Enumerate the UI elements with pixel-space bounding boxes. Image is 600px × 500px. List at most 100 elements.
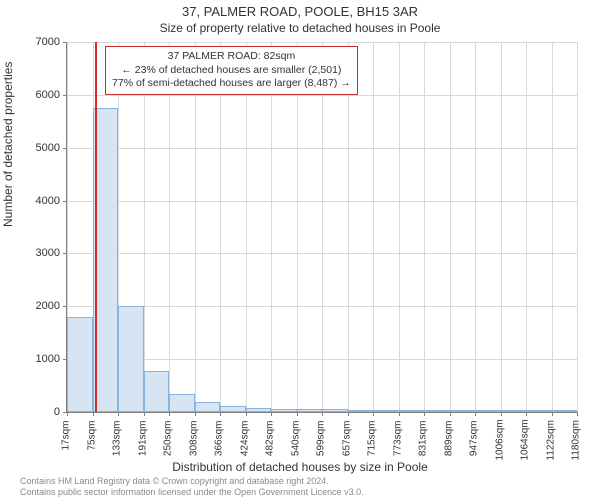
x-tick-mark	[195, 412, 196, 416]
histogram-bar	[501, 410, 527, 412]
x-tick-mark	[144, 412, 145, 416]
gridline-v	[246, 42, 247, 412]
x-tick-mark	[450, 412, 451, 416]
x-tick-mark	[93, 412, 94, 416]
histogram-bar	[144, 371, 170, 412]
x-tick-label: 308sqm	[188, 421, 199, 461]
attribution-line-2: Contains public sector information licen…	[20, 487, 364, 498]
histogram-bar	[373, 410, 399, 412]
histogram-bar	[118, 306, 144, 412]
y-tick-label: 5000	[20, 142, 60, 154]
x-tick-label: 889sqm	[443, 421, 454, 461]
y-tick-label: 2000	[20, 300, 60, 312]
x-tick-mark	[526, 412, 527, 416]
histogram-bar	[526, 410, 552, 412]
histogram-bar	[424, 410, 450, 412]
gridline-v	[526, 42, 527, 412]
y-tick-label: 0	[20, 406, 60, 418]
x-tick-mark	[577, 412, 578, 416]
info-line-2: ← 23% of detached houses are smaller (2,…	[112, 64, 351, 78]
x-tick-mark	[220, 412, 221, 416]
y-tick-label: 3000	[20, 247, 60, 259]
info-line-3: 77% of semi-detached houses are larger (…	[112, 77, 351, 91]
histogram-bar	[475, 410, 501, 412]
x-axis-label: Distribution of detached houses by size …	[0, 460, 600, 474]
histogram-bar	[271, 409, 297, 412]
x-tick-label: 715sqm	[367, 421, 378, 461]
gridline-v	[424, 42, 425, 412]
gridline-v	[144, 42, 145, 412]
gridline-v	[271, 42, 272, 412]
gridline-v	[322, 42, 323, 412]
gridline-v	[373, 42, 374, 412]
gridline-v	[450, 42, 451, 412]
x-tick-label: 17sqm	[61, 421, 72, 461]
gridline-v	[399, 42, 400, 412]
x-tick-label: 1006sqm	[494, 421, 505, 461]
x-tick-label: 1064sqm	[520, 421, 531, 461]
histogram-bar	[169, 394, 195, 413]
histogram-bar	[552, 410, 578, 412]
histogram-bar	[67, 317, 93, 412]
x-tick-label: 250sqm	[163, 421, 174, 461]
gridline-v	[475, 42, 476, 412]
histogram-bar	[348, 410, 374, 412]
y-tick-label: 1000	[20, 353, 60, 365]
gridline-v	[552, 42, 553, 412]
x-tick-label: 1180sqm	[571, 421, 582, 461]
gridline-v	[220, 42, 221, 412]
x-tick-mark	[271, 412, 272, 416]
x-tick-label: 424sqm	[239, 421, 250, 461]
x-tick-label: 540sqm	[290, 421, 301, 461]
y-axis-label: Number of detached properties	[1, 62, 15, 227]
x-tick-mark	[297, 412, 298, 416]
chart-subtitle: Size of property relative to detached ho…	[0, 21, 600, 37]
x-tick-label: 366sqm	[214, 421, 225, 461]
x-tick-label: 1122sqm	[545, 421, 556, 461]
marker-line	[95, 42, 97, 412]
y-tick-label: 7000	[20, 36, 60, 48]
x-tick-mark	[169, 412, 170, 416]
x-tick-mark	[501, 412, 502, 416]
gridline-v	[169, 42, 170, 412]
info-line-1: 37 PALMER ROAD: 82sqm	[112, 50, 351, 64]
x-tick-mark	[424, 412, 425, 416]
chart-title: 37, PALMER ROAD, POOLE, BH15 3AR	[0, 0, 600, 21]
gridline-v	[501, 42, 502, 412]
x-tick-mark	[399, 412, 400, 416]
histogram-bar	[399, 410, 425, 412]
histogram-bar	[195, 402, 221, 412]
x-tick-mark	[373, 412, 374, 416]
x-tick-label: 831sqm	[418, 421, 429, 461]
info-box: 37 PALMER ROAD: 82sqm ← 23% of detached …	[105, 46, 358, 95]
x-tick-mark	[322, 412, 323, 416]
histogram-bar	[220, 406, 246, 412]
x-tick-mark	[246, 412, 247, 416]
x-tick-mark	[118, 412, 119, 416]
x-tick-mark	[67, 412, 68, 416]
x-tick-label: 75sqm	[86, 421, 97, 461]
histogram-bar	[322, 409, 348, 412]
x-tick-label: 773sqm	[392, 421, 403, 461]
gridline-v	[195, 42, 196, 412]
histogram-bar	[450, 410, 476, 412]
x-tick-label: 657sqm	[341, 421, 352, 461]
x-tick-label: 599sqm	[316, 421, 327, 461]
attribution: Contains HM Land Registry data © Crown c…	[20, 476, 364, 498]
y-tick-label: 6000	[20, 89, 60, 101]
x-tick-mark	[348, 412, 349, 416]
chart-container: 37, PALMER ROAD, POOLE, BH15 3AR Size of…	[0, 0, 600, 500]
plot-area: 37 PALMER ROAD: 82sqm ← 23% of detached …	[66, 42, 577, 413]
x-tick-label: 482sqm	[265, 421, 276, 461]
attribution-line-1: Contains HM Land Registry data © Crown c…	[20, 476, 364, 487]
x-tick-label: 191sqm	[137, 421, 148, 461]
histogram-bar	[246, 408, 272, 412]
gridline-v	[348, 42, 349, 412]
x-tick-mark	[475, 412, 476, 416]
gridline-v	[297, 42, 298, 412]
x-tick-label: 947sqm	[469, 421, 480, 461]
x-tick-mark	[552, 412, 553, 416]
gridline-v	[577, 42, 578, 412]
histogram-bar	[297, 409, 323, 412]
x-tick-label: 133sqm	[112, 421, 123, 461]
